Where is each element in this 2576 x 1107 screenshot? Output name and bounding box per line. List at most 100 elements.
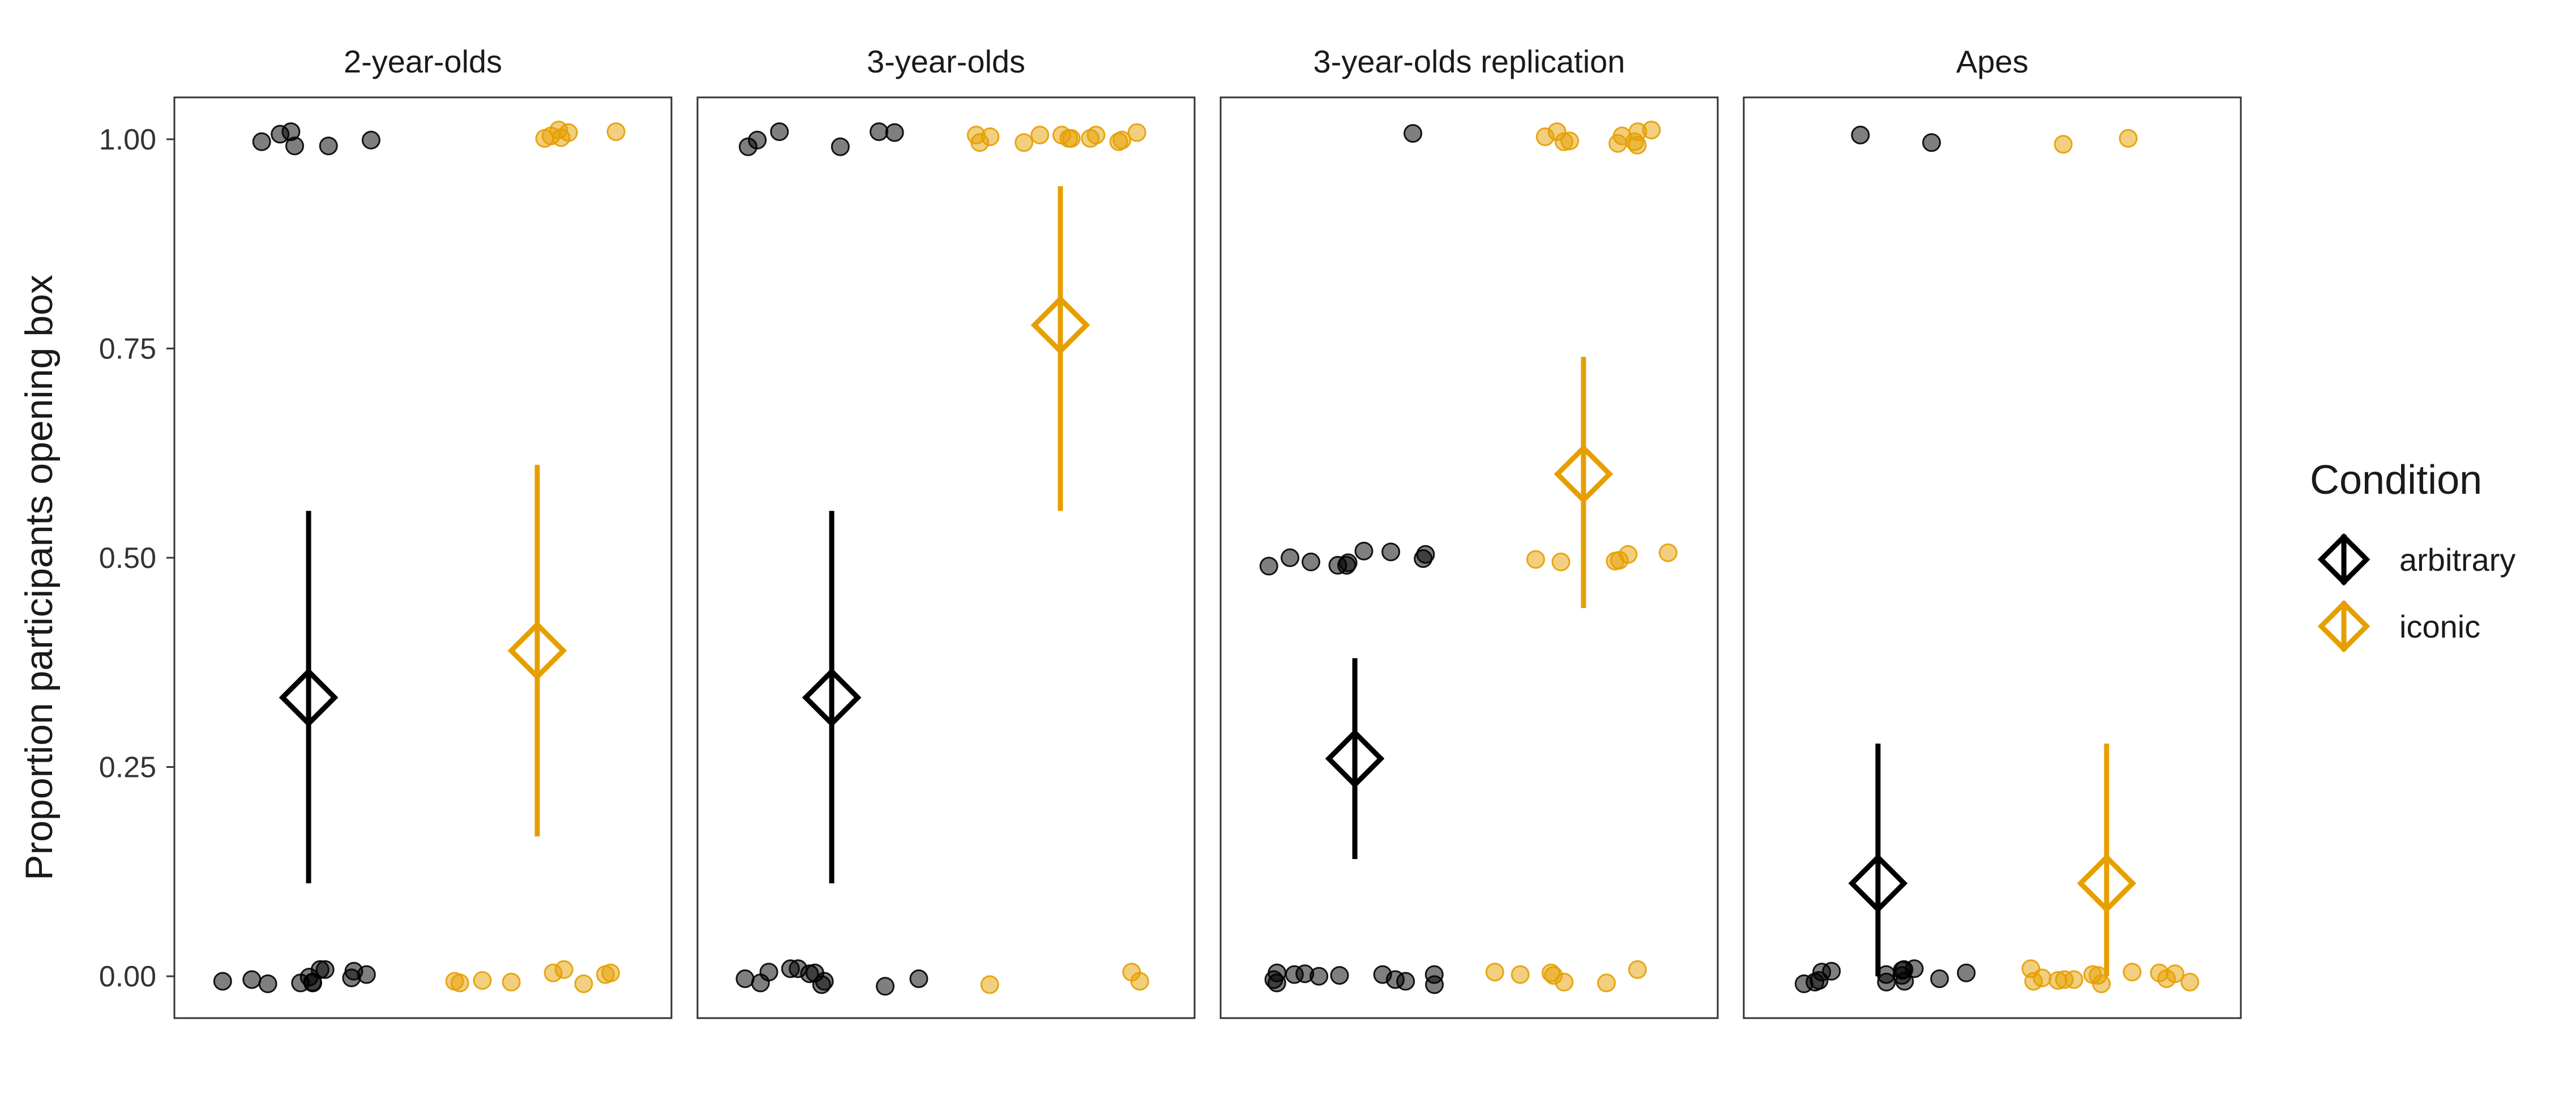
- data-point: [1957, 963, 1976, 982]
- data-point: [1551, 552, 1571, 571]
- data-point: [1893, 966, 1911, 985]
- facet-title: 3-year-olds: [867, 44, 1025, 79]
- data-point: [1112, 130, 1132, 149]
- panel-border: [1219, 96, 1719, 1019]
- data-point: [815, 972, 834, 991]
- facet-title: 3-year-olds replication: [1313, 44, 1625, 79]
- data-point: [1381, 542, 1401, 562]
- data-point: [1877, 972, 1896, 991]
- data-point: [1612, 126, 1632, 146]
- data-point: [258, 974, 277, 993]
- data-point: [1281, 548, 1299, 567]
- data-point: [748, 130, 767, 149]
- data-point: [770, 122, 789, 142]
- data-point: [1628, 122, 1648, 142]
- data-point: [601, 963, 620, 982]
- data-point: [271, 125, 290, 144]
- data-point: [285, 136, 304, 156]
- data-point: [242, 970, 262, 989]
- data-point: [1338, 553, 1358, 572]
- data-point: [1259, 557, 1278, 576]
- y-tick-label: 0.00: [99, 960, 156, 993]
- data-point: [1555, 972, 1574, 991]
- data-point: [1541, 963, 1560, 982]
- data-point: [1485, 963, 1504, 982]
- data-point: [1560, 131, 1580, 151]
- y-axis: 0.00 0.25 0.50 0.75 1.00: [99, 123, 174, 993]
- mean-diamond: [279, 668, 339, 728]
- data-point: [870, 122, 888, 142]
- mean-diamond: [1325, 729, 1385, 789]
- data-point: [831, 137, 850, 156]
- data-point: [2180, 972, 2200, 991]
- data-point: [909, 969, 928, 988]
- data-point: [876, 977, 895, 996]
- data-point: [473, 971, 492, 990]
- legend-key-diamond: [2317, 600, 2370, 653]
- data-point: [1354, 541, 1373, 561]
- data-point: [1930, 969, 1949, 988]
- facet-title: 2-year-olds: [344, 44, 502, 79]
- data-point: [361, 130, 380, 149]
- data-point: [1267, 973, 1286, 993]
- data-point: [1403, 124, 1423, 143]
- data-point: [1425, 975, 1444, 994]
- data-point: [2055, 970, 2074, 989]
- panel-border: [1743, 96, 2242, 1019]
- data-point: [2123, 963, 2142, 982]
- data-point: [1030, 126, 1050, 144]
- data-point: [1610, 550, 1629, 570]
- y-axis-title: Proportion participants opening box: [18, 275, 61, 881]
- data-point: [1526, 550, 1545, 569]
- data-point: [1052, 126, 1071, 144]
- legend-label: iconic: [2399, 609, 2480, 644]
- data-point: [1416, 545, 1435, 564]
- legend: Condition arbitrary iconic: [2310, 458, 2515, 653]
- data-point: [2053, 135, 2073, 154]
- data-point: [2032, 968, 2052, 988]
- data-point: [1081, 129, 1100, 148]
- data-point: [735, 969, 755, 988]
- data-point: [1628, 960, 1647, 979]
- legend-title: Condition: [2310, 458, 2482, 503]
- legend-key-diamond: [2317, 533, 2370, 586]
- facet-panel: 3-year-olds replication: [1219, 44, 1719, 1019]
- data-point: [1812, 963, 1832, 982]
- data-point: [885, 123, 904, 142]
- data-point: [800, 964, 819, 984]
- data-point: [980, 975, 999, 994]
- data-point: [1127, 123, 1146, 142]
- mean-diamond: [1554, 444, 1614, 504]
- data-point: [303, 972, 322, 991]
- data-point: [1795, 974, 1813, 993]
- facet-panels: 2-year-olds 3-year-olds 3-year-olds replic…: [173, 44, 2242, 1019]
- data-point: [2119, 129, 2138, 148]
- data-point: [981, 127, 1000, 146]
- legend-item: arbitrary: [2317, 533, 2515, 586]
- data-point: [1302, 552, 1320, 571]
- data-point: [2083, 965, 2102, 984]
- data-point: [1922, 133, 1941, 152]
- data-point: [554, 960, 574, 979]
- mean-diamond: [802, 668, 862, 728]
- data-point: [1597, 973, 1616, 993]
- data-point: [1295, 964, 1315, 984]
- data-point: [1015, 133, 1034, 152]
- data-point: [2157, 969, 2176, 988]
- y-tick-label: 0.75: [99, 332, 156, 365]
- legend-item: iconic: [2317, 600, 2480, 653]
- legend-items: arbitrary iconic: [2317, 533, 2515, 653]
- data-point: [1510, 965, 1530, 984]
- legend-label: arbitrary: [2399, 542, 2515, 578]
- facet-title: Apes: [1956, 44, 2029, 79]
- data-point: [450, 973, 469, 993]
- data-point: [502, 972, 521, 991]
- data-point: [1130, 972, 1149, 991]
- facet-panel: 2-year-olds: [173, 44, 673, 1019]
- data-point: [574, 974, 593, 993]
- facet-panel: Apes: [1743, 44, 2242, 1019]
- y-tick-label: 0.25: [99, 751, 156, 784]
- data-point: [759, 963, 778, 982]
- data-point: [1396, 972, 1415, 991]
